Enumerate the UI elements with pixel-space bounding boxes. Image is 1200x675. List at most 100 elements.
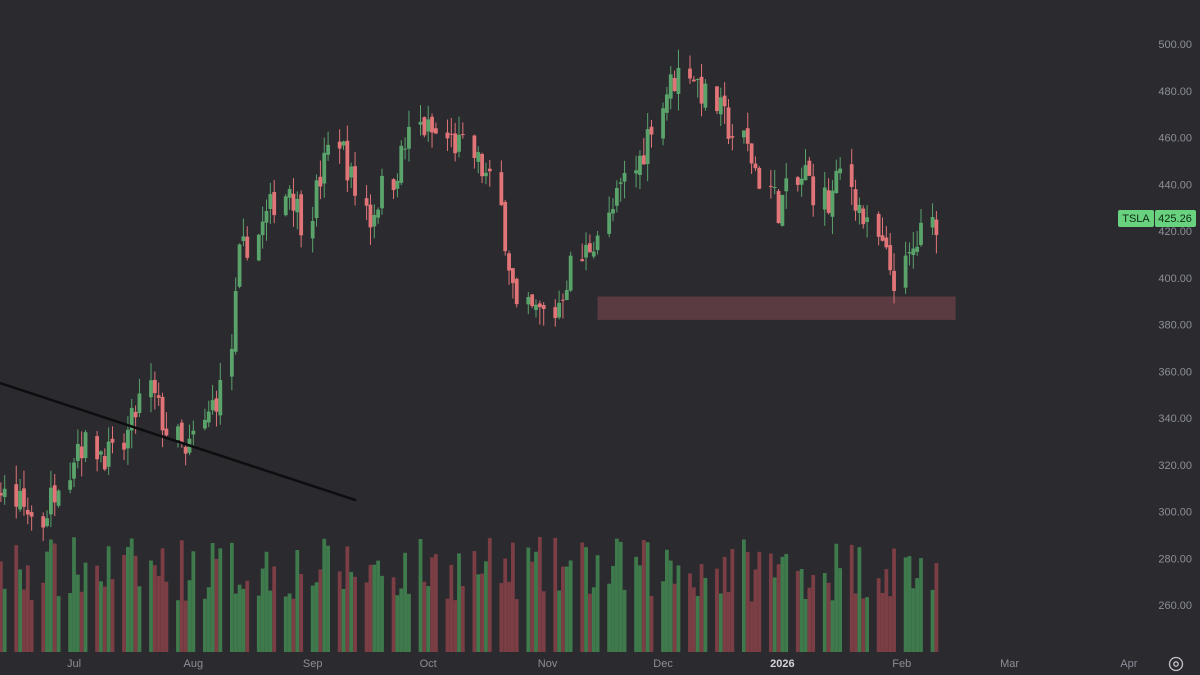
candle[interactable] (799, 167, 804, 197)
candle[interactable] (803, 149, 808, 181)
candle[interactable] (295, 191, 300, 230)
candle[interactable] (591, 241, 596, 259)
candle[interactable] (164, 412, 169, 438)
candle[interactable] (892, 253, 896, 304)
candle[interactable] (341, 140, 346, 150)
candle[interactable] (826, 178, 831, 215)
candle[interactable] (372, 204, 377, 239)
candle[interactable] (472, 134, 477, 169)
candle[interactable] (553, 299, 558, 327)
candle[interactable] (45, 510, 49, 528)
candle[interactable] (611, 197, 615, 222)
candle[interactable] (934, 210, 939, 254)
candle[interactable] (233, 277, 238, 355)
candle[interactable] (0, 482, 3, 502)
candle[interactable] (72, 458, 76, 488)
candle[interactable] (264, 199, 269, 241)
candle[interactable] (703, 79, 708, 111)
candle[interactable] (149, 363, 153, 413)
candle[interactable] (903, 241, 908, 294)
candle[interactable] (137, 378, 142, 417)
candle[interactable] (649, 119, 654, 148)
candle[interactable] (888, 232, 893, 276)
candle[interactable] (299, 190, 304, 248)
candle[interactable] (580, 243, 585, 262)
candle[interactable] (99, 450, 103, 463)
candle[interactable] (426, 105, 431, 142)
candle[interactable] (822, 171, 827, 226)
candle[interactable] (676, 49, 681, 111)
candle[interactable] (595, 231, 600, 255)
candle[interactable] (187, 424, 192, 456)
candle[interactable] (364, 185, 369, 221)
candle[interactable] (391, 178, 396, 199)
candle[interactable] (318, 160, 323, 200)
candle[interactable] (310, 206, 315, 253)
candle[interactable] (322, 137, 327, 198)
candle[interactable] (183, 444, 188, 466)
candle[interactable] (745, 112, 750, 152)
candle[interactable] (930, 203, 935, 235)
candle[interactable] (345, 125, 350, 193)
candle[interactable] (865, 205, 869, 238)
candle[interactable] (106, 427, 111, 475)
candle[interactable] (2, 475, 7, 505)
candle[interactable] (49, 470, 53, 528)
candle[interactable] (418, 105, 423, 136)
candle[interactable] (561, 293, 565, 319)
candle[interactable] (742, 130, 746, 144)
candle[interactable] (530, 294, 535, 309)
candle[interactable] (191, 420, 196, 446)
candle[interactable] (453, 122, 458, 162)
candle[interactable] (661, 102, 665, 146)
candle[interactable] (487, 160, 492, 187)
candle[interactable] (460, 122, 465, 139)
candle[interactable] (29, 505, 34, 531)
candle[interactable] (457, 116, 461, 158)
candle[interactable] (880, 217, 885, 242)
candle[interactable] (634, 155, 638, 188)
candle[interactable] (838, 157, 843, 180)
candle[interactable] (156, 382, 161, 406)
candle[interactable] (638, 150, 642, 190)
candle[interactable] (857, 197, 862, 225)
candle[interactable] (503, 199, 508, 256)
candle[interactable] (349, 162, 354, 188)
candle[interactable] (368, 194, 373, 245)
candle[interactable] (588, 234, 592, 253)
candle[interactable] (695, 78, 700, 98)
candle[interactable] (722, 82, 727, 124)
candle[interactable] (133, 405, 138, 434)
candle[interactable] (668, 66, 673, 110)
candle[interactable] (122, 433, 126, 461)
candle[interactable] (95, 431, 99, 472)
candle[interactable] (206, 400, 211, 428)
candle[interactable] (403, 137, 407, 160)
candle[interactable] (511, 267, 515, 299)
candle[interactable] (691, 75, 696, 82)
candle[interactable] (726, 99, 731, 144)
candle[interactable] (753, 156, 758, 172)
candle[interactable] (514, 277, 519, 308)
candle[interactable] (68, 462, 73, 494)
candle[interactable] (541, 302, 546, 326)
candle[interactable] (795, 175, 800, 192)
candle[interactable] (534, 299, 538, 318)
candle[interactable] (564, 280, 569, 301)
candle[interactable] (56, 489, 61, 508)
candle[interactable] (14, 465, 19, 519)
candle[interactable] (526, 291, 531, 315)
candle[interactable] (272, 179, 277, 224)
candle[interactable] (102, 448, 107, 472)
candle[interactable] (884, 225, 889, 250)
candle[interactable] (256, 233, 261, 262)
candle[interactable] (507, 250, 511, 285)
candle[interactable] (807, 156, 812, 177)
candle[interactable] (780, 194, 785, 227)
candle[interactable] (430, 113, 434, 148)
candle[interactable] (772, 170, 777, 195)
candle[interactable] (160, 392, 165, 448)
candle[interactable] (422, 116, 427, 138)
candle[interactable] (568, 251, 573, 292)
candle[interactable] (337, 129, 342, 164)
